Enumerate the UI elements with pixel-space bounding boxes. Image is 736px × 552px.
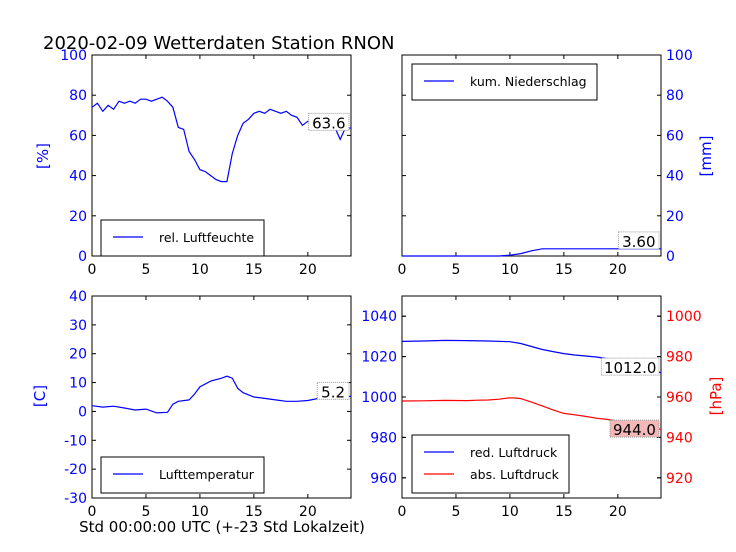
temperature-y-tick-label: -20 — [64, 462, 87, 478]
precipitation-x-tick-label: 10 — [501, 262, 519, 278]
humidity-legend-label: rel. Luftfeuchte — [159, 230, 254, 245]
precipitation-value-label: 3.60 — [622, 233, 655, 251]
precipitation-x-tick-label: 5 — [451, 262, 460, 278]
precipitation-x-tick-label: 0 — [398, 262, 407, 278]
temperature-y-tick-label: 0 — [78, 404, 87, 420]
humidity-series-line — [91, 96, 352, 183]
temperature-legend-box — [100, 456, 265, 494]
humidity-value-label: 63.6 — [312, 114, 345, 132]
pressure-x-tick-label: 20 — [609, 504, 627, 520]
temperature-x-tick-label: 0 — [88, 504, 97, 520]
temperature-value-box — [316, 381, 350, 400]
humidity-y-tick-label: 20 — [69, 209, 87, 225]
humidity-x-tick-label: 5 — [141, 262, 150, 278]
precipitation-x-tick-label: 15 — [555, 262, 573, 278]
pressure-right-y-tick-label: 960 — [666, 390, 693, 406]
pressure-left-y-tick-label: 1040 — [361, 309, 397, 325]
humidity-x-tick-label: 20 — [299, 262, 317, 278]
temperature-x-tick-label: 5 — [141, 504, 150, 520]
pressure-y-axis-label: [hPa] — [707, 377, 725, 416]
temperature-y-tick-label: -30 — [64, 491, 87, 507]
precipitation-y-tick-label: 80 — [666, 88, 684, 104]
x-axis-label: Std 00:00:00 UTC (+-23 Std Lokalzeit) — [79, 518, 365, 536]
humidity-y-tick-label: 0 — [78, 249, 87, 265]
precipitation-legend-label: kum. Niederschlag — [470, 74, 587, 89]
pressure-legend-box — [411, 434, 570, 494]
temperature-x-tick-label: 20 — [299, 504, 317, 520]
temperature-legend-label: Lufttemperatur — [159, 467, 255, 482]
humidity-legend-box — [100, 219, 265, 257]
temperature-y-axis-label: [C] — [31, 385, 49, 407]
pressure-legend-label: red. Luftdruck — [470, 445, 558, 460]
temperature-y-tick-label: 20 — [69, 347, 87, 363]
humidity-y-tick-label: 100 — [60, 48, 87, 64]
humidity-x-tick-label: 0 — [88, 262, 97, 278]
precipitation-value-box — [618, 231, 660, 250]
precipitation-legend-box — [411, 63, 598, 101]
pressure-reduced-value-box — [600, 357, 660, 376]
precipitation-y-tick-label: 100 — [666, 48, 693, 64]
pressure-left-y-tick-label: 1000 — [361, 390, 397, 406]
pressure-right-y-tick-label: 980 — [666, 350, 693, 366]
temperature-value-label: 5.2 — [321, 383, 345, 401]
humidity-x-tick-label: 10 — [191, 262, 209, 278]
figure-title: 2020-02-09 Wetterdaten Station RNON — [43, 33, 394, 54]
pressure-x-tick-label: 10 — [501, 504, 519, 520]
precipitation-y-tick-label: 60 — [666, 128, 684, 144]
humidity-y-tick-label: 80 — [69, 88, 87, 104]
pressure-x-tick-label: 5 — [451, 504, 460, 520]
pressure-right-y-tick-label: 920 — [666, 471, 693, 487]
pressure-absolute-value-box — [609, 419, 660, 438]
humidity-y-axis-label: [%] — [34, 143, 52, 169]
precipitation-x-tick-label: 20 — [609, 262, 627, 278]
humidity-value-box — [308, 112, 350, 131]
pressure-legend-label: abs. Luftdruck — [470, 467, 560, 482]
pressure-left-y-tick-label: 980 — [370, 430, 397, 446]
temperature-y-tick-label: 40 — [69, 289, 87, 305]
temperature-y-tick-label: 30 — [69, 318, 87, 334]
temperature-x-tick-label: 10 — [191, 504, 209, 520]
temperature-y-tick-label: -10 — [64, 433, 87, 449]
temperature-series-line — [91, 375, 351, 414]
temperature-x-tick-label: 15 — [245, 504, 263, 520]
pressure-right-y-tick-label: 940 — [666, 430, 693, 446]
pressure-left-y-tick-label: 1020 — [361, 350, 397, 366]
pressure-x-tick-label: 15 — [555, 504, 573, 520]
precipitation-y-tick-label: 40 — [666, 169, 684, 185]
precipitation-y-tick-label: 0 — [666, 249, 675, 265]
pressure-absolute-value-label: 944.0 — [613, 421, 656, 439]
humidity-y-tick-label: 40 — [69, 169, 87, 185]
pressure-x-tick-label: 0 — [398, 504, 407, 520]
pressure-left-y-tick-label: 960 — [370, 471, 397, 487]
precipitation-y-tick-label: 20 — [666, 209, 684, 225]
pressure-right-y-tick-label: 1000 — [666, 309, 702, 325]
temperature-y-tick-label: 10 — [69, 376, 87, 392]
humidity-y-tick-label: 60 — [69, 128, 87, 144]
humidity-x-tick-label: 15 — [245, 262, 263, 278]
precipitation-y-axis-label: [mm] — [697, 136, 715, 177]
pressure-reduced-value-label: 1012.0 — [604, 359, 657, 377]
precipitation-frame — [401, 54, 662, 257]
